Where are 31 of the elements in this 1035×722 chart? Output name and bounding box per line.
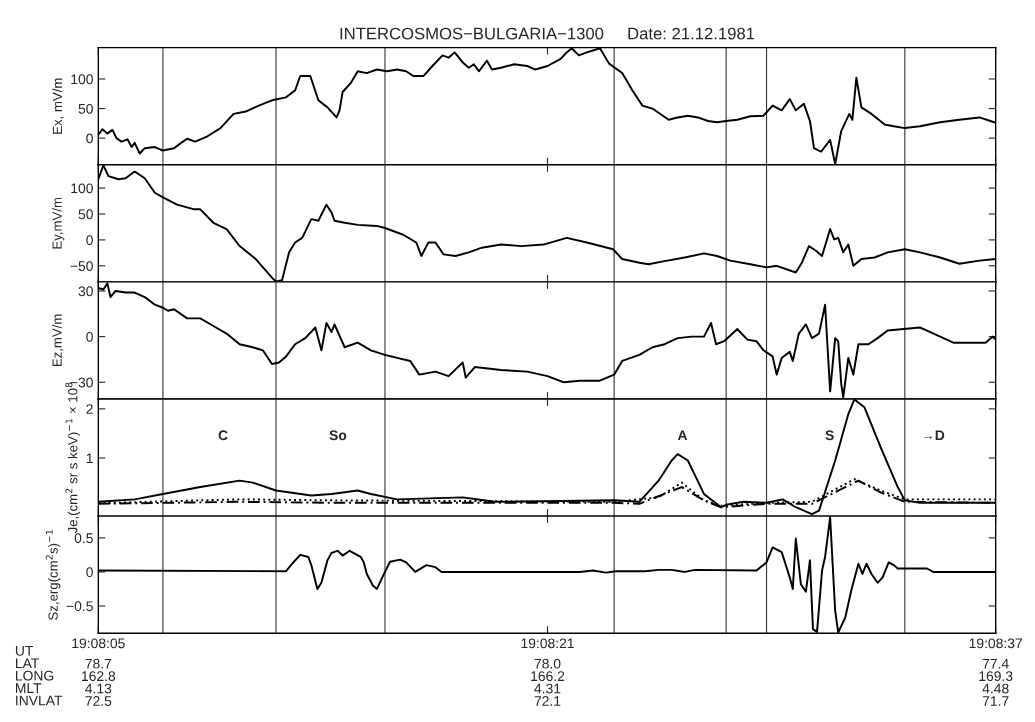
y-tick-label: 1	[86, 453, 93, 464]
y-axis-title: Ex, mV/m	[52, 78, 64, 134]
annotation: A	[677, 430, 688, 441]
y-tick-label: −50	[70, 261, 93, 271]
x-tick-label: 19:08:21	[521, 638, 574, 649]
chart-title: INTERCOSMOS−BULGARIA−1300 Date: 21.12.1981	[340, 27, 755, 40]
x-tick-label: 19:08:37	[969, 638, 1023, 649]
y-axis-title: Ez,mV/m	[52, 314, 64, 367]
y-tick-label: 50	[78, 103, 93, 114]
y-tick-label: 0	[86, 331, 93, 342]
y-tick-label: 50	[78, 209, 93, 220]
text: 78.0 166.2 4.31 72.1	[531, 658, 565, 706]
y-tick-label: 0	[86, 567, 93, 578]
y-tick-label: 0	[86, 133, 93, 144]
y-tick-label: 0	[86, 235, 93, 246]
y-tick-label: 30	[78, 286, 93, 297]
y-tick-label: 2	[86, 404, 93, 414]
y-axis-title: Ey,mV/m	[52, 197, 65, 249]
y-tick-label: −0.5	[66, 601, 93, 612]
annotation: S	[825, 430, 834, 441]
annotation: So	[329, 430, 347, 441]
text: 78.7 162.8 4.13 72.5	[82, 658, 116, 706]
annotation: C	[218, 430, 228, 441]
x-tick-label: 19:08:05	[72, 638, 125, 649]
y-tick-label: 100	[71, 74, 93, 85]
text: UT LAT LONG MLT INVLAT	[15, 646, 63, 706]
text: 77.4 169.3 4.48 71.7	[979, 658, 1013, 706]
y-tick-label: 100	[71, 183, 93, 194]
annotation: →D	[923, 430, 945, 441]
y-tick-label: 0.5	[74, 533, 93, 544]
y-axis-title: Sz,erg(cm$^{2}$s)$^{−1}$	[45, 530, 61, 620]
